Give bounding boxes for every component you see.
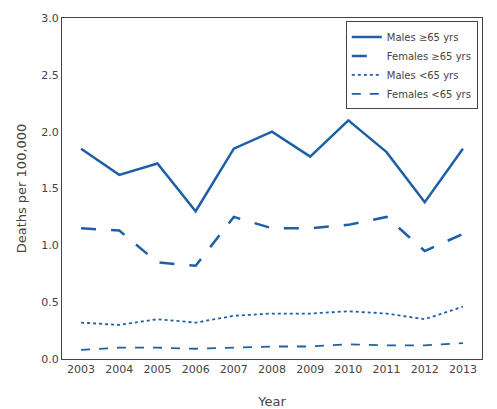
svg-text:0.0: 0.0 <box>41 353 59 366</box>
svg-text:Females <65 yrs: Females <65 yrs <box>387 89 471 100</box>
svg-text:2010: 2010 <box>334 363 362 376</box>
svg-text:2012: 2012 <box>411 363 439 376</box>
svg-text:1.5: 1.5 <box>41 182 59 195</box>
svg-text:Males ≥65 yrs: Males ≥65 yrs <box>387 32 459 43</box>
svg-text:2008: 2008 <box>258 363 286 376</box>
svg-text:Deaths per 100,000: Deaths per 100,000 <box>14 124 29 254</box>
svg-text:2004: 2004 <box>105 363 133 376</box>
svg-text:2003: 2003 <box>67 363 95 376</box>
svg-text:2011: 2011 <box>373 363 401 376</box>
svg-text:2006: 2006 <box>182 363 210 376</box>
svg-text:2.5: 2.5 <box>41 69 59 82</box>
svg-text:2005: 2005 <box>143 363 171 376</box>
svg-text:0.5: 0.5 <box>41 296 59 309</box>
svg-text:Females ≥65 yrs: Females ≥65 yrs <box>387 51 471 62</box>
svg-text:Year: Year <box>257 394 286 409</box>
svg-text:2007: 2007 <box>220 363 248 376</box>
svg-text:2.0: 2.0 <box>41 126 59 139</box>
svg-text:2009: 2009 <box>296 363 324 376</box>
svg-text:Males <65 yrs: Males <65 yrs <box>387 70 459 81</box>
svg-text:3.0: 3.0 <box>41 12 59 25</box>
svg-text:1.0: 1.0 <box>41 239 59 252</box>
svg-text:2013: 2013 <box>449 363 477 376</box>
